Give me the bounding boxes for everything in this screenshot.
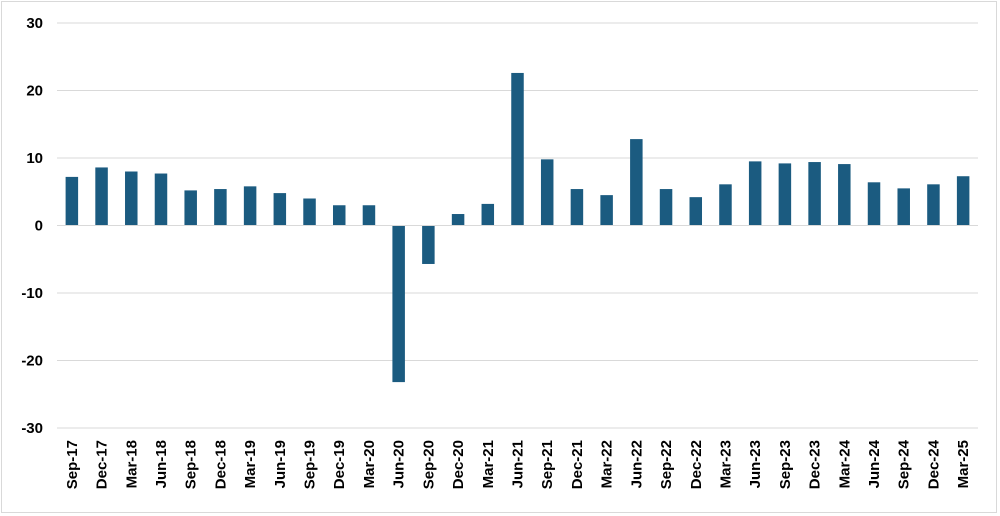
x-tick-label: Sep-20 xyxy=(420,440,437,489)
x-tick-label: Dec-20 xyxy=(450,440,467,489)
x-tick-label: Mar-22 xyxy=(599,440,616,488)
x-tick-label: Sep-17 xyxy=(64,440,81,489)
bar-dec-19 xyxy=(332,205,346,226)
bar-sep-24 xyxy=(897,188,910,226)
y-tick-label: -20 xyxy=(21,353,43,370)
y-tick-label: 0 xyxy=(35,218,43,235)
bar-sep-20 xyxy=(422,225,435,264)
x-tick-label: Dec-19 xyxy=(331,440,348,489)
x-tick-label: Dec-24 xyxy=(925,439,942,489)
x-tick-label: Sep-23 xyxy=(777,440,794,489)
bar-jun-19 xyxy=(273,193,287,226)
y-axis-ticks: 30 20 10 0 -10 -20 -30 xyxy=(21,15,43,437)
x-tick-label: Sep-24 xyxy=(896,439,913,489)
x-tick-label: Sep-21 xyxy=(539,440,556,489)
x-tick-label: Dec-23 xyxy=(807,440,824,489)
x-tick-label: Mar-18 xyxy=(123,440,140,488)
x-tick-label: Mar-20 xyxy=(361,440,378,488)
bar-dec-21 xyxy=(570,189,584,226)
x-tick-label: Mar-19 xyxy=(242,440,259,488)
bars xyxy=(65,72,970,383)
y-tick-label: 20 xyxy=(26,83,43,100)
bar-sep-23 xyxy=(778,163,792,226)
x-tick-label: Sep-22 xyxy=(658,440,675,489)
bar-jun-18 xyxy=(154,173,168,226)
bar-jun-23 xyxy=(748,161,762,226)
x-tick-label: Dec-21 xyxy=(569,440,586,489)
bar-sep-17 xyxy=(65,176,79,226)
y-tick-label: -10 xyxy=(21,285,43,302)
bar-dec-18 xyxy=(214,189,227,226)
bar-sep-18 xyxy=(184,190,197,226)
bar-mar-19 xyxy=(243,186,257,226)
bar-dec-17 xyxy=(95,167,108,226)
x-tick-label: Sep-18 xyxy=(183,440,200,489)
x-tick-label: Dec-22 xyxy=(688,440,705,489)
x-tick-label: Dec-18 xyxy=(212,440,229,489)
x-tick-label: Jun-23 xyxy=(747,440,764,488)
bar-mar-23 xyxy=(719,184,732,226)
x-tick-label: Sep-19 xyxy=(302,440,319,489)
x-tick-label: Jun-20 xyxy=(391,440,408,488)
x-tick-label: Dec-17 xyxy=(94,440,111,489)
bar-mar-25 xyxy=(956,176,970,226)
x-tick-label: Jun-22 xyxy=(628,440,645,488)
x-tick-label: Mar-23 xyxy=(717,440,734,488)
x-tick-label: Jun-18 xyxy=(153,440,170,488)
bar-sep-19 xyxy=(303,198,316,226)
x-tick-label: Mar-21 xyxy=(480,440,497,488)
x-tick-label: Mar-24 xyxy=(836,439,853,488)
bar-mar-22 xyxy=(600,195,613,226)
bar-dec-24 xyxy=(927,184,940,226)
bar-mar-21 xyxy=(481,203,495,226)
bar-jun-22 xyxy=(630,139,643,226)
bar-dec-22 xyxy=(689,197,703,226)
y-tick-label: 30 xyxy=(26,15,43,32)
bar-sep-21 xyxy=(540,159,554,226)
x-axis-ticks: Sep-17 Dec-17 Mar-18 Jun-18 Sep-18 Dec-18 Mar-… xyxy=(64,439,972,489)
y-tick-label: 10 xyxy=(26,150,43,167)
x-tick-label: Mar-25 xyxy=(955,440,972,488)
bar-mar-20 xyxy=(362,205,376,226)
bar-jun-24 xyxy=(867,182,881,226)
bar-mar-24 xyxy=(838,164,851,226)
bar-jun-20 xyxy=(392,225,405,383)
gridlines xyxy=(57,22,978,429)
x-tick-label: Jun-19 xyxy=(272,440,289,488)
y-tick-label: -30 xyxy=(21,420,43,437)
bar-mar-18 xyxy=(125,171,138,226)
bar-dec-20 xyxy=(451,214,465,226)
bar-sep-22 xyxy=(659,189,673,226)
x-tick-label: Jun-21 xyxy=(510,440,527,488)
x-tick-label: Jun-24 xyxy=(866,439,883,488)
bar-jun-21 xyxy=(511,72,524,226)
bar-dec-23 xyxy=(808,162,821,226)
